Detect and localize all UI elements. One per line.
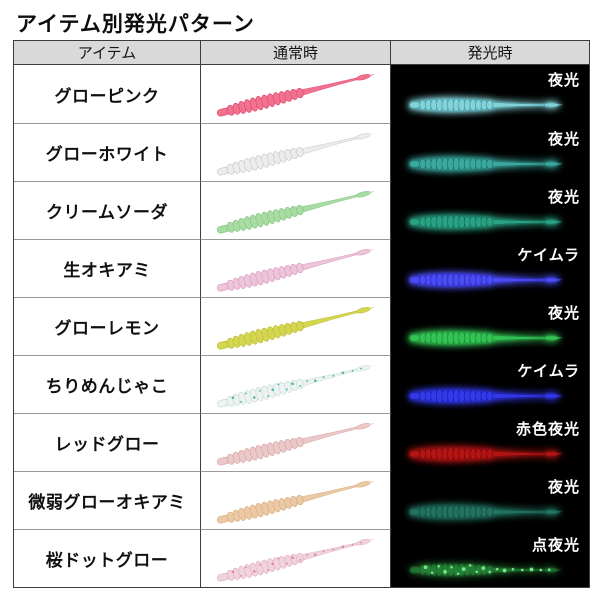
item-name: グローレモン: [54, 319, 160, 338]
header-normal: 通常時: [201, 41, 391, 64]
lure-normal-cell: [201, 355, 391, 413]
item-name-cell: 微弱グローオキアミ: [14, 471, 201, 529]
lure-glow-cell: 夜光: [391, 65, 589, 123]
item-name-cell: 桜ドットグロー: [14, 529, 201, 587]
table-row: グローレモン 夜光: [14, 297, 589, 355]
item-name: クリームソーダ: [46, 203, 168, 222]
header-glow: 発光時: [467, 45, 513, 62]
lure-normal-cell: [201, 181, 391, 239]
item-name: レッドグロー: [54, 435, 160, 454]
lure-glow-cell: 夜光: [391, 181, 589, 239]
table-row: グローピンク 夜光: [14, 65, 589, 123]
glow-pattern-table: アイテム 通常時 発光時 グローピンク 夜光 グローホワイト 夜光 クリーム: [13, 40, 590, 588]
lure-glow-image: [407, 381, 565, 411]
lure-normal-image: [210, 406, 381, 480]
item-name-cell: 生オキアミ: [14, 239, 201, 297]
lure-glow-image: [407, 323, 565, 353]
lure-normal-image: [210, 290, 381, 364]
lure-normal-image: [210, 232, 381, 306]
item-name-cell: グローレモン: [14, 297, 201, 355]
table-row: クリームソーダ 夜光: [14, 181, 589, 239]
glow-type-label: 赤色夜光: [515, 421, 580, 438]
table-row: ちりめんじゃこ ケイムラ: [14, 355, 589, 413]
lure-glow-cell: ケイムラ: [391, 355, 589, 413]
glow-type-label: ケイムラ: [517, 247, 580, 264]
table-body: グローピンク 夜光 グローホワイト 夜光 クリームソーダ 夜光: [14, 65, 589, 587]
lure-normal-cell: [201, 529, 391, 587]
glow-type-label: 夜光: [547, 131, 580, 148]
item-name: グローピンク: [54, 86, 160, 106]
lure-normal-image: [210, 174, 381, 248]
item-name-cell: グローホワイト: [14, 123, 201, 181]
lure-normal-cell: [201, 65, 391, 123]
table-header-row: アイテム 通常時 発光時: [14, 41, 589, 65]
lure-normal-cell: [201, 297, 391, 355]
glow-type-label: 夜光: [547, 72, 580, 89]
lure-normal-cell: [201, 413, 391, 471]
lure-normal-image: [210, 348, 381, 422]
lure-glow-cell: 赤色夜光: [391, 413, 589, 471]
lure-normal-cell: [201, 239, 391, 297]
lure-glow-cell: 点夜光: [391, 529, 589, 587]
table-row: 微弱グローオキアミ 夜光: [14, 471, 589, 529]
item-name-cell: レッドグロー: [14, 413, 201, 471]
lure-glow-cell: 夜光: [391, 123, 589, 181]
lure-normal-image: [210, 116, 381, 190]
lure-normal-cell: [201, 471, 391, 529]
header-item: アイテム: [14, 41, 201, 64]
item-name: 生オキアミ: [63, 261, 151, 280]
lure-glow-image: [407, 497, 565, 527]
glow-type-label: 夜光: [547, 479, 580, 496]
lure-glow-cell: 夜光: [391, 297, 589, 355]
table-row: 生オキアミ ケイムラ: [14, 239, 589, 297]
lure-normal-image: [210, 57, 381, 131]
lure-normal-image: [210, 522, 381, 596]
glow-type-label: 点夜光: [531, 537, 580, 554]
glow-type-label: 夜光: [547, 305, 580, 322]
glow-type-label: 夜光: [547, 189, 580, 206]
lure-glow-image: [407, 439, 565, 469]
lure-normal-cell: [201, 123, 391, 181]
item-name: 桜ドットグロー: [45, 551, 169, 570]
lure-glow-image: [407, 555, 565, 585]
lure-glow-cell: 夜光: [391, 471, 589, 529]
lure-glow-image: [407, 265, 565, 295]
item-name-cell: クリームソーダ: [14, 181, 201, 239]
item-name-cell: ちりめんじゃこ: [14, 355, 201, 413]
table-row: グローホワイト 夜光: [14, 123, 589, 181]
table-row: レッドグロー 赤色夜光: [14, 413, 589, 471]
glow-type-label: ケイムラ: [517, 363, 580, 380]
lure-normal-image: [210, 464, 381, 538]
item-name-cell: グローピンク: [14, 65, 201, 123]
page-title: アイテム別発光パターン: [16, 13, 255, 36]
table-row: 桜ドットグロー 点夜光: [14, 529, 589, 587]
item-name: ちりめんじゃこ: [45, 377, 169, 396]
lure-glow-cell: ケイムラ: [391, 239, 589, 297]
item-name: 微弱グローオキアミ: [28, 493, 186, 512]
lure-glow-image: [407, 90, 565, 120]
lure-glow-image: [407, 149, 565, 179]
item-name: グローホワイト: [45, 145, 169, 164]
lure-glow-image: [407, 207, 565, 237]
